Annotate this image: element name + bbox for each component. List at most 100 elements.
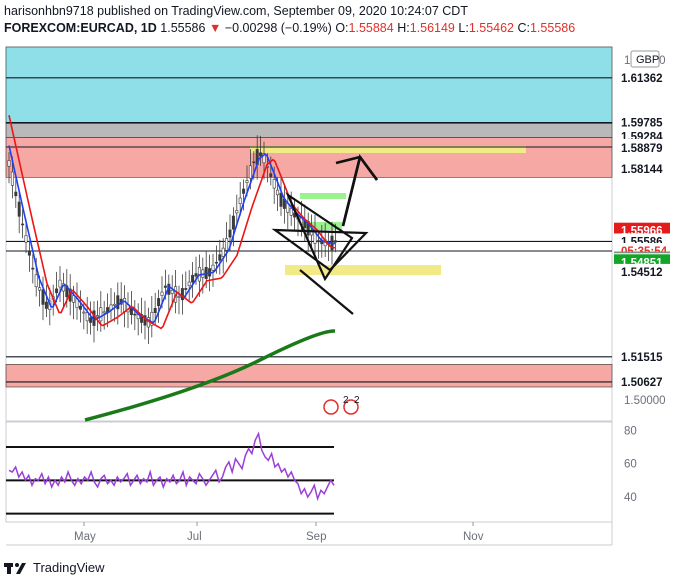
green-highlight-2 (306, 222, 342, 230)
candle-body (180, 288, 184, 301)
price-label-bg (614, 373, 670, 390)
candle-body (177, 296, 181, 298)
price-axis-label: 1.59785 (621, 118, 663, 130)
candle-body (112, 303, 116, 306)
triangle-pattern-drawing (271, 228, 369, 272)
candle-body (289, 208, 293, 216)
candle-body (211, 264, 215, 271)
candle-body (245, 180, 249, 183)
candle-body (262, 153, 266, 164)
currency-badge (630, 50, 660, 68)
candle-body (252, 161, 256, 164)
footer-branding: TradingView (4, 560, 105, 575)
candle-body (44, 301, 48, 309)
close-value: 1.55586 (529, 21, 576, 35)
ema-fast-line (8, 145, 336, 324)
candle-body (333, 240, 337, 243)
candle-body (242, 188, 246, 194)
candle-body (55, 288, 59, 294)
zone-gray (5, 123, 613, 138)
candle-body (187, 281, 191, 286)
candle-body (133, 313, 137, 316)
price-label-bg (614, 140, 670, 157)
candle-body (316, 240, 320, 243)
price-label-bg (614, 263, 670, 280)
price-axis-label: 1.61362 (621, 73, 663, 85)
time-axis-label: Nov (463, 531, 484, 543)
symbol-name[interactable]: FOREXCOM:EURCAD, 1D (4, 21, 157, 35)
price-label-bg (614, 114, 670, 131)
candle-body (269, 173, 273, 177)
candle-body (153, 308, 157, 313)
candle-body (95, 315, 99, 318)
rsi-axis-tick: 60 (624, 459, 637, 471)
down-arrow-icon: ▼ (208, 21, 222, 35)
candle-body (17, 201, 21, 217)
candle-body (163, 285, 167, 288)
candle-body (225, 238, 229, 251)
green-highlight-1 (300, 193, 346, 199)
yellow-highlight-bottom (285, 265, 441, 275)
zone-cyan (5, 46, 613, 124)
projection-line (299, 269, 354, 315)
candle-body (191, 274, 195, 283)
candle-body (272, 179, 276, 189)
candle-body (34, 274, 38, 288)
candle-body (102, 311, 106, 314)
candle-body (21, 223, 25, 226)
time-axis-label: Jul (187, 531, 202, 543)
price-axis-label: 1.58879 (621, 143, 663, 155)
candle-body (82, 311, 86, 314)
candle-body (116, 295, 120, 310)
long-moving-average-line (84, 329, 336, 422)
candle-body (221, 247, 225, 257)
zone-salmon (5, 137, 613, 178)
candle-body (276, 189, 280, 196)
publish-line: harisonhbn9718 published on TradingView.… (4, 4, 468, 18)
price-label-bg (614, 348, 670, 365)
time-axis-label: Sep (306, 531, 326, 543)
price-label-bg (614, 69, 670, 86)
candle-body (279, 192, 283, 207)
footer-brand-name: TradingView (33, 560, 105, 575)
candle-body (27, 251, 31, 256)
ema-slow-line (8, 115, 336, 330)
candle-body (38, 287, 42, 291)
candle-body (228, 229, 232, 238)
candle-body (123, 297, 127, 312)
candle-body (248, 165, 252, 179)
time-axis-label: May (74, 531, 96, 543)
price-axis-label: 1.50627 (621, 377, 663, 389)
low-label: L: (458, 21, 469, 35)
zone-salmon_low (5, 364, 613, 388)
up-arrow-icon (335, 155, 379, 181)
candle-body (31, 267, 35, 270)
candle-body (214, 261, 218, 264)
event-flag-icon (343, 399, 359, 415)
close-label: C: (517, 21, 530, 35)
open-label: O: (335, 21, 349, 35)
candle-body (259, 152, 263, 157)
rsi-axis-tick: 80 (624, 425, 637, 437)
candle-body (194, 273, 198, 277)
low-value: 1.55462 (468, 21, 514, 35)
price-axis-tick: 1.50000 (624, 395, 666, 407)
price-change: −0.00298 (−0.19%) (224, 21, 332, 35)
event-badge-count: 2 (343, 395, 349, 406)
currency-badge-text: GBP (636, 54, 659, 66)
high-label: H: (397, 21, 410, 35)
event-badge-count: 2 (354, 395, 360, 406)
candle-body (231, 215, 235, 230)
candle-body (58, 279, 62, 288)
event-flag-icon (323, 399, 339, 415)
high-value: 1.56149 (409, 21, 455, 35)
candle-body (10, 171, 14, 186)
symbol-quote-line: FOREXCOM:EURCAD, 1D 1.55586 ▼ −0.00298 (… (4, 21, 575, 35)
candle-body (160, 291, 164, 296)
candle-body (89, 317, 93, 323)
candle-body (99, 307, 103, 322)
candle-body (78, 305, 82, 310)
candle-body (170, 289, 174, 294)
open-value: 1.55884 (348, 21, 394, 35)
